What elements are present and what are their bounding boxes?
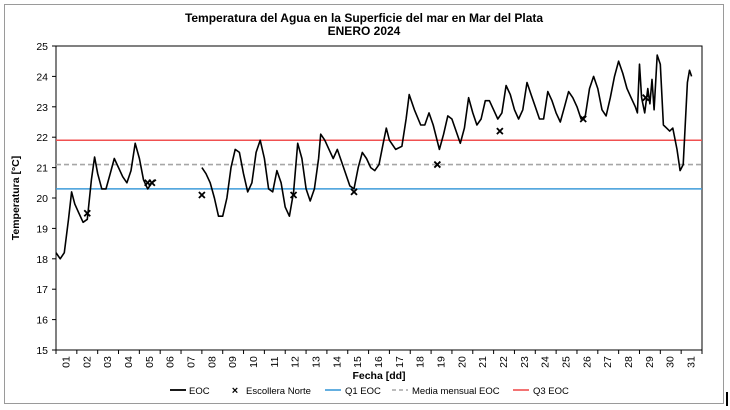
chart-frame: Temperatura del Agua en la Superficie de… [4,4,724,404]
x-tick-label: 04 [123,356,135,368]
legend-media-label: Media mensual EOC [412,386,500,397]
x-tick-label: 25 [561,356,573,368]
escollera-point [350,188,358,196]
escollera-point [433,160,441,169]
y-tick-label: 19 [36,223,48,235]
escollera-point [289,191,298,199]
x-tick-label: 13 [310,356,322,368]
y-tick-label: 16 [36,315,48,327]
y-tick-label: 18 [36,254,48,266]
x-tick-label: 26 [581,356,593,368]
corner-mark [726,392,728,406]
x-tick-label: 23 [519,356,531,368]
legend-escollera-marker: × [232,385,238,397]
y-tick-label: 20 [36,193,48,205]
legend-escollera-label: Escollera Norte [246,386,311,397]
y-axis-title: Temperatura [°C] [10,156,22,241]
x-tick-label: 12 [290,356,302,368]
y-tick-label: 24 [36,71,48,83]
x-tick-label: 14 [331,356,343,368]
x-tick-label: 09 [227,356,239,368]
legend-eoc-label: EOC [189,386,210,397]
escollera-point [83,209,91,217]
chart-subtitle: ENERO 2024 [328,24,401,38]
x-tick-label: 15 [352,356,364,368]
x-axis-title: Fecha [dd] [352,370,405,382]
x-tick-label: 20 [456,356,468,368]
y-tick-label: 17 [36,284,48,296]
escollera-point [579,115,587,123]
y-tick-label: 23 [36,102,48,114]
x-tick-label: 22 [498,356,510,368]
legend: EOC × Escollera Norte Q1 EOC Media mensu… [170,385,569,397]
legend-q1-label: Q1 EOC [345,386,381,397]
x-tick-label: 08 [206,356,218,368]
escollera-point [642,94,650,102]
x-tick-label: 07 [185,356,197,368]
series-lines [55,54,693,260]
eoc-series-line [55,142,157,260]
x-tick-label: 11 [269,356,281,367]
x-tick-label: 02 [81,356,93,368]
x-tick-label: 27 [602,356,614,368]
plot-area [55,45,703,351]
x-tick-label: 19 [436,356,448,368]
y-axis-ticks: 15 16 17 18 19 20 21 22 23 24 25 [36,41,56,357]
x-tick-label: 10 [248,356,260,368]
x-tick-label: 24 [540,356,552,368]
x-tick-label: 05 [144,356,156,368]
x-tick-label: 29 [644,356,656,368]
temperature-chart: Temperatura del Agua en la Superficie de… [10,11,703,397]
x-tick-label: 01 [60,356,72,368]
escollera-point [496,127,504,135]
x-axis-ticks: 01 02 03 04 05 06 07 08 09 10 11 12 13 14 15 16 17 18 19 20… [55,350,703,368]
escollera-markers [83,94,650,217]
x-tick-label: 03 [102,356,114,368]
x-tick-label: 16 [373,356,385,368]
x-tick-label: 21 [477,356,489,368]
x-tick-label: 28 [623,356,635,368]
y-tick-label: 22 [36,132,48,144]
escollera-point [148,179,156,187]
x-tick-label: 30 [665,356,677,368]
eoc-series-line [201,54,693,217]
escollera-point [198,191,206,199]
chart-title: Temperatura del Agua en la Superficie de… [185,11,543,25]
y-tick-label: 15 [36,345,48,357]
y-tick-label: 25 [36,41,48,53]
x-tick-label: 17 [394,356,406,368]
x-tick-label: 18 [415,356,427,368]
x-tick-label: 31 [686,356,698,368]
x-tick-label: 06 [165,356,177,368]
y-tick-label: 21 [36,163,48,175]
legend-q3-label: Q3 EOC [533,386,569,397]
